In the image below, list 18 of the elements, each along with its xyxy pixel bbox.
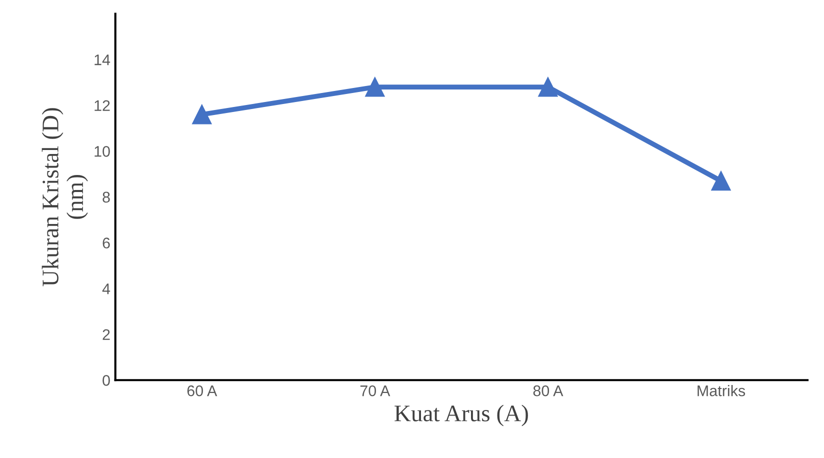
y-tick-label: 8 bbox=[102, 192, 110, 203]
x-axis-title: Kuat Arus (A) bbox=[394, 404, 528, 426]
y-tick-label: 10 bbox=[94, 146, 110, 157]
y-tick-label: 12 bbox=[94, 100, 110, 111]
point bbox=[711, 171, 731, 191]
point bbox=[365, 77, 385, 97]
y-tick-label: 0 bbox=[102, 375, 110, 386]
x-tick-label: 60 A bbox=[187, 385, 218, 396]
y-tick-label: 6 bbox=[102, 238, 110, 248]
x-tick-label: 70 A bbox=[360, 385, 390, 396]
x-tick-label: 80 A bbox=[533, 385, 564, 396]
x-tick-label: Matriks bbox=[698, 385, 746, 396]
y-axis-title: Ukuran Kristal (D) (nm) bbox=[42, 108, 88, 286]
y-tick-label: 4 bbox=[102, 284, 110, 294]
point bbox=[192, 104, 212, 124]
y-tick-label: 14 bbox=[94, 54, 110, 66]
y-tick-label: 2 bbox=[102, 329, 110, 340]
point bbox=[538, 77, 558, 97]
